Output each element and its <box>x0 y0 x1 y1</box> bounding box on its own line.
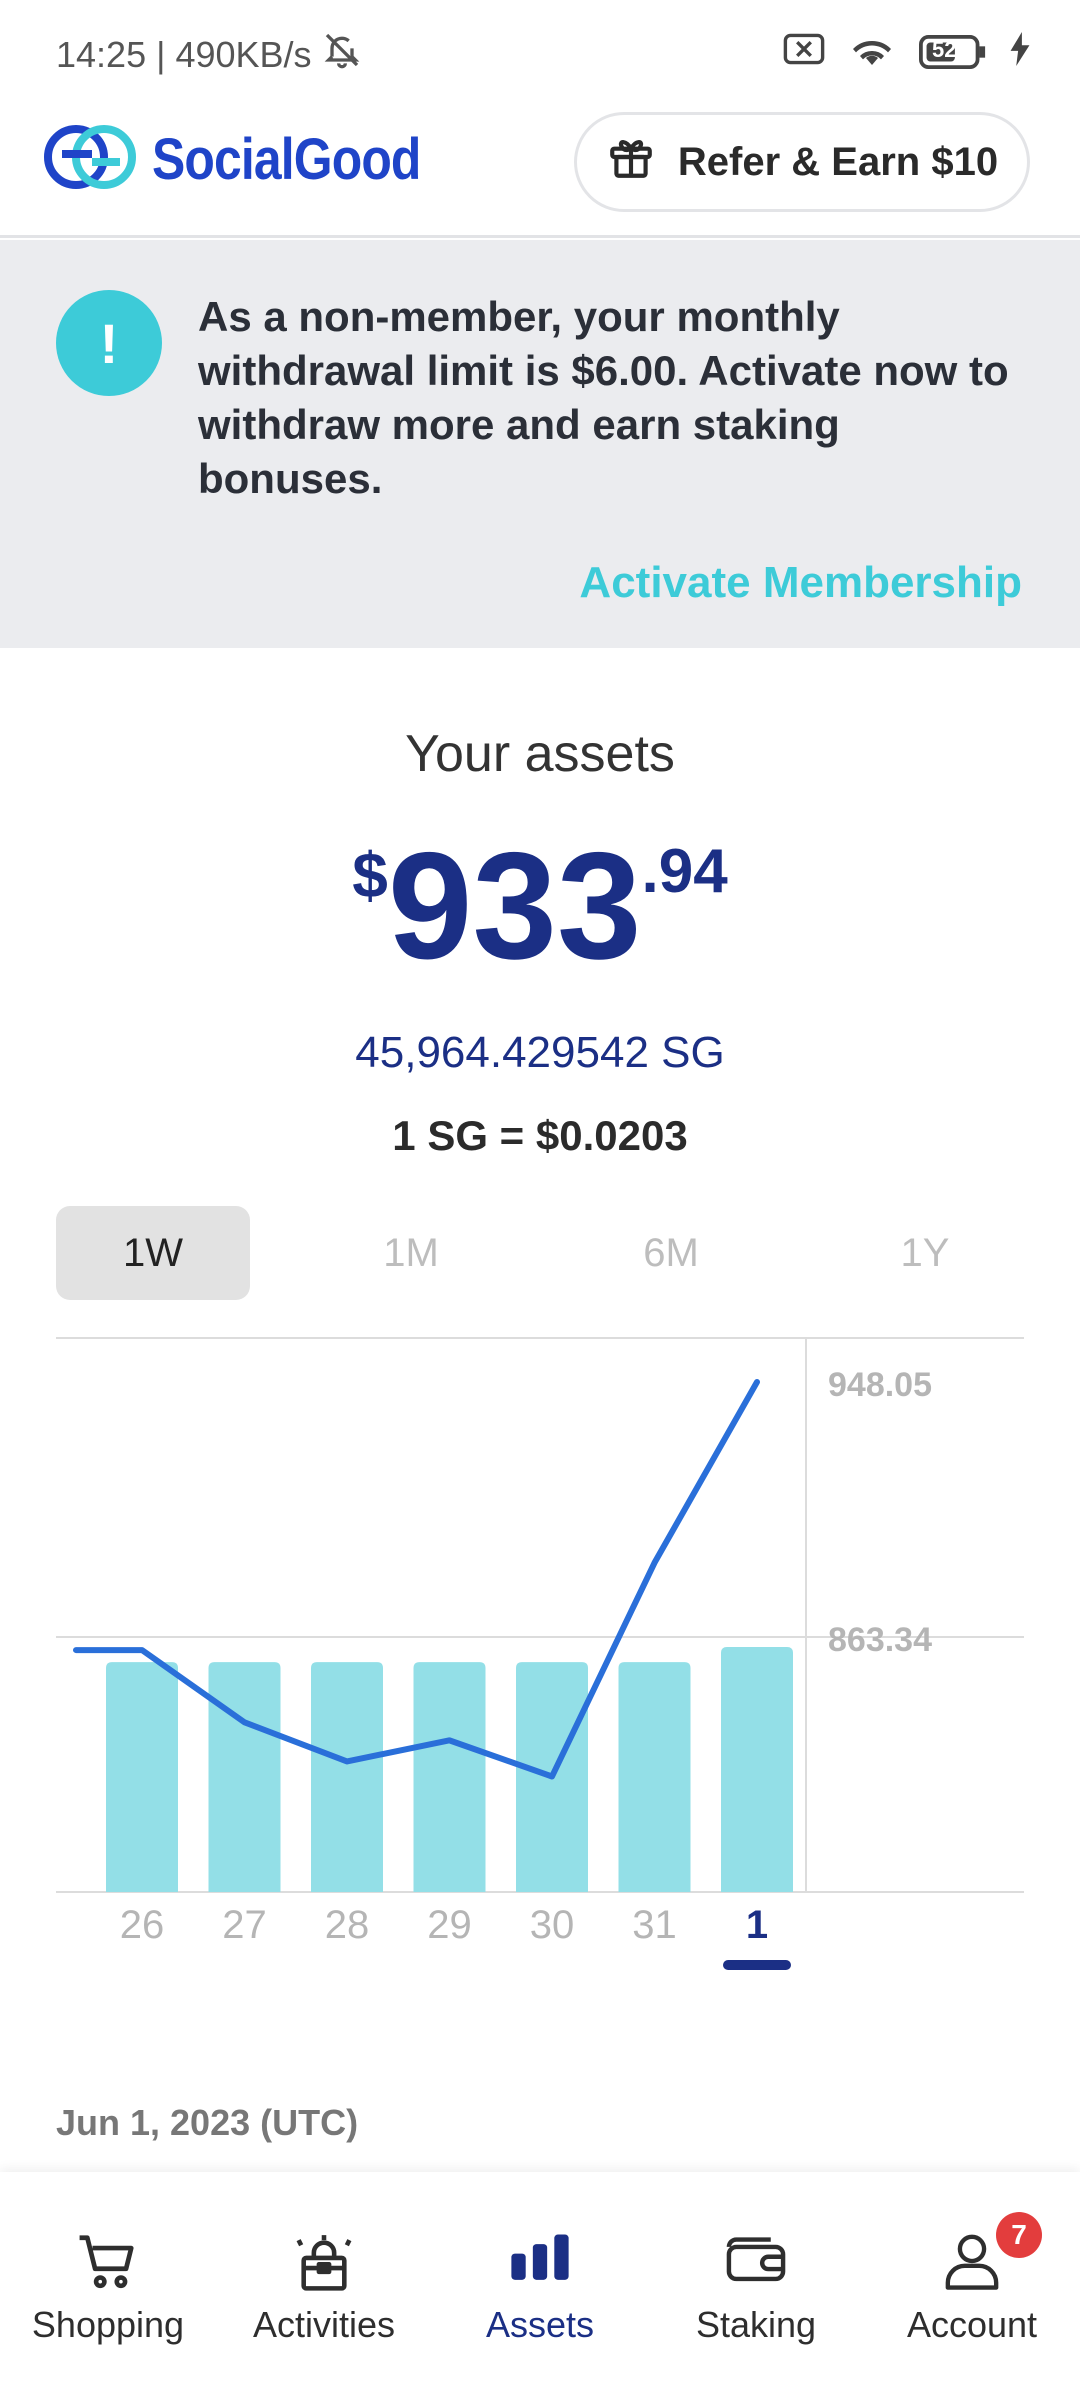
y-tick-label-0: 948.05 <box>828 1366 932 1404</box>
battery-level: 52 <box>932 36 957 62</box>
status-bar: 14:25 | 490KB/s <box>0 0 1080 100</box>
chart-bar-26 <box>106 1662 178 1892</box>
x-tick-label-29: 29 <box>427 1903 472 1947</box>
range-tab-1m[interactable]: 1M <box>383 1230 439 1275</box>
wifi-icon <box>848 30 896 73</box>
nav-account[interactable]: 7 Account <box>864 2172 1080 2400</box>
selected-day-indicator <box>723 1960 791 1970</box>
chart-line <box>73 1379 760 1780</box>
range-tab-1w[interactable]: 1W <box>56 1206 250 1300</box>
nav-account-label: Account <box>906 2304 1038 2345</box>
status-time: 14:25 <box>56 33 147 75</box>
status-network-speed: 490KB/s <box>175 33 312 75</box>
muted-bell-icon <box>322 30 362 79</box>
range-tab-1y[interactable]: 1Y <box>900 1230 950 1275</box>
status-right: 52 <box>782 30 1030 73</box>
cart-icon <box>0 2232 216 2290</box>
socialgood-logo-icon <box>42 124 138 195</box>
refer-earn-button[interactable]: Refer & Earn $10 <box>574 112 1030 212</box>
battery-icon: 52 <box>918 34 988 69</box>
chart-bar-28 <box>311 1662 383 1892</box>
assets-amount: $933.94 <box>0 830 1080 982</box>
range-tab-6m[interactable]: 6M <box>643 1230 699 1275</box>
nav-activities[interactable]: Activities <box>216 2172 432 2400</box>
x-tick-label-28: 28 <box>325 1903 370 1947</box>
alert-icon: ! <box>56 290 162 396</box>
app-logo[interactable]: SocialGood <box>42 124 464 195</box>
nav-staking[interactable]: Staking <box>648 2172 864 2400</box>
refer-earn-label: Refer & Earn $10 <box>677 139 999 184</box>
range-tabs: 1W 1M 6M 1Y <box>56 1206 1024 1300</box>
charging-icon <box>1010 32 1030 71</box>
x-tick-label-26: 26 <box>120 1903 165 1947</box>
status-separator: | <box>156 33 166 75</box>
bottom-nav: Shopping Activities Assets <box>0 2172 1080 2400</box>
chart-bar-31 <box>618 1662 691 1892</box>
chart-svg: 948.05 863.34 26 27 28 29 30 31 1 <box>56 1337 1024 1970</box>
banner-message: As a non-member, your monthly withdrawal… <box>198 293 1009 502</box>
membership-banner: ! As a non-member, your monthly withdraw… <box>0 240 1080 648</box>
chart-bar-1 <box>721 1647 793 1892</box>
y-tick-label-1: 863.34 <box>828 1621 932 1659</box>
nav-assets[interactable]: Assets <box>432 2172 648 2400</box>
x-tick-label-1: 1 <box>746 1903 768 1947</box>
x-tick-label-30: 30 <box>530 1903 575 1947</box>
sg-amount: 45,964.429542 SG <box>355 1028 725 1077</box>
exchange-rate: 1 SG = $0.0203 <box>392 1112 688 1159</box>
status-left: 14:25 | 490KB/s <box>56 30 362 79</box>
x-tick-label-31: 31 <box>632 1903 677 1947</box>
selected-date: Jun 1, 2023 (UTC) <box>56 2102 359 2143</box>
nav-shopping-label: Shopping <box>31 2304 185 2345</box>
amount-integer: 933 <box>387 821 642 991</box>
x-tick-label-27: 27 <box>222 1903 267 1947</box>
nav-staking-label: Staking <box>695 2304 817 2345</box>
gift-box-icon <box>216 2232 432 2294</box>
notification-badge: 7 <box>996 2212 1042 2258</box>
nav-assets-label: Assets <box>485 2304 595 2345</box>
wallet-icon <box>648 2232 864 2284</box>
currency-symbol: $ <box>352 839 388 911</box>
nav-shopping[interactable]: Shopping <box>0 2172 216 2400</box>
bar-chart-icon <box>432 2232 648 2280</box>
activate-membership-link[interactable]: Activate Membership <box>579 558 1022 607</box>
gift-icon <box>606 132 656 192</box>
no-sim-icon <box>782 31 826 72</box>
user-icon <box>864 2232 1080 2290</box>
asset-chart: 948.05 863.34 26 27 28 29 30 31 1 <box>0 1320 1080 1980</box>
app-header: SocialGood Refer & Earn $10 <box>0 100 1080 238</box>
assets-title: Your assets <box>405 725 675 783</box>
chart-bar-29 <box>413 1662 486 1892</box>
amount-decimal: .94 <box>641 837 728 906</box>
nav-activities-label: Activities <box>252 2304 396 2345</box>
logo-text: SocialGood <box>152 127 421 192</box>
chart-bar-27 <box>208 1662 281 1892</box>
